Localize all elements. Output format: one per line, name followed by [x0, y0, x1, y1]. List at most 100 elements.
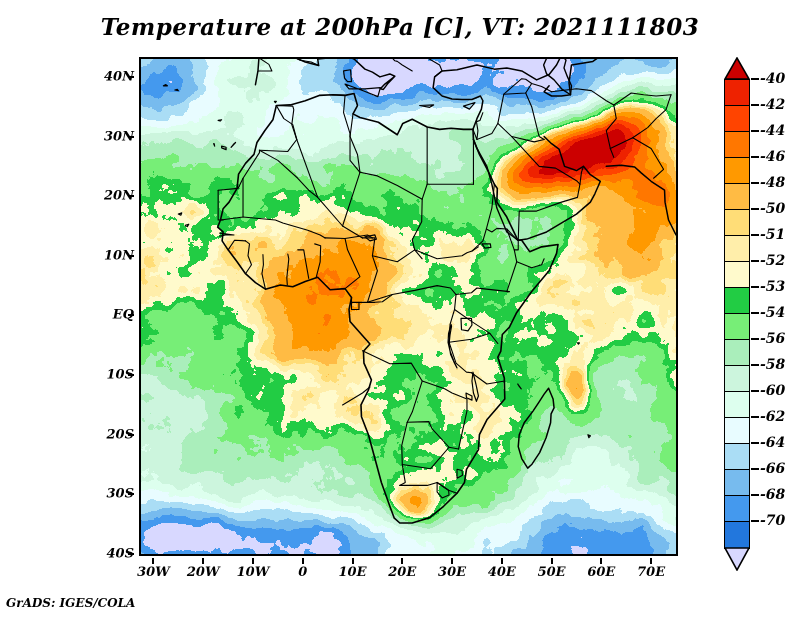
- colorbar-swatch--60[interactable]: [724, 391, 750, 419]
- lon-tick-mark: [600, 558, 603, 564]
- lat-tick-mark: [128, 374, 134, 377]
- lon-tick-mark: [401, 558, 404, 564]
- colorbar-swatch--66[interactable]: [724, 469, 750, 497]
- colorbar-tick-mark: [751, 286, 759, 288]
- colorbar-swatch--56[interactable]: [724, 339, 750, 367]
- colorbar-swatch--58[interactable]: [724, 365, 750, 393]
- lat-tick-mark: [128, 254, 134, 257]
- lon-tick-mark: [650, 558, 653, 564]
- colorbar-label--48: -48: [760, 175, 786, 191]
- colorbar-label--62: -62: [760, 409, 786, 425]
- lon-tick-label-30W: 30W: [137, 565, 170, 580]
- colorbar-extend-min-arrow: [723, 547, 751, 572]
- lon-tick-mark: [251, 558, 254, 564]
- lon-tick-mark: [451, 558, 454, 564]
- colorbar-tick-mark: [751, 520, 759, 522]
- lat-tick-label-10N: 10N: [104, 248, 134, 264]
- lon-tick-label-10E: 10E: [338, 565, 367, 580]
- colorbar-swatch--62[interactable]: [724, 417, 750, 445]
- colorbar-tick-mark: [751, 234, 759, 236]
- colorbar-swatch--40[interactable]: [724, 79, 750, 107]
- colorbar-tick-mark: [751, 494, 759, 496]
- colorbar-tick-mark: [751, 78, 759, 80]
- colorbar-tick-mark: [751, 156, 759, 158]
- lat-tick-label-40S: 40S: [106, 546, 134, 562]
- colorbar-swatch--52[interactable]: [724, 261, 750, 289]
- colorbar-swatch--44[interactable]: [724, 131, 750, 159]
- colorbar-label--70: -70: [760, 513, 786, 529]
- colorbar-label--44: -44: [760, 123, 786, 139]
- colorbar-swatch--51[interactable]: [724, 235, 750, 263]
- lon-tick-mark: [152, 558, 155, 564]
- colorbar-swatch--68[interactable]: [724, 495, 750, 523]
- lon-tick-label-70E: 70E: [637, 565, 666, 580]
- colorbar-label--51: -51: [760, 227, 786, 243]
- temperature-field-canvas: [141, 59, 676, 554]
- lon-tick-label-50E: 50E: [537, 565, 566, 580]
- colorbar-label--42: -42: [760, 97, 786, 113]
- colorbar-swatch--48[interactable]: [724, 183, 750, 211]
- colorbar-label--56: -56: [760, 331, 786, 347]
- colorbar-label--68: -68: [760, 487, 786, 503]
- colorbar-tick-mark: [751, 312, 759, 314]
- colorbar-extend-max-arrow: [723, 56, 751, 80]
- lat-tick-label-10S: 10S: [106, 367, 134, 383]
- lat-tick-label-20S: 20S: [106, 427, 134, 443]
- lon-tick-label-10W: 10W: [236, 565, 270, 580]
- colorbar-label--52: -52: [760, 253, 786, 269]
- lon-tick-label-30E: 30E: [438, 565, 467, 580]
- colorbar-label--53: -53: [760, 279, 786, 295]
- colorbar-tick-mark: [751, 104, 759, 106]
- longitude-axis: 30W 20W 10W 0 10E 20E 30E 40E 50E 60E 70E: [137, 558, 678, 582]
- colorbar-tick-mark: [751, 130, 759, 132]
- colorbar-label--50: -50: [760, 201, 786, 217]
- colorbar-label--40: -40: [760, 71, 786, 87]
- lon-tick-mark: [202, 558, 205, 564]
- lon-tick-mark: [351, 558, 354, 564]
- colorbar-label--58: -58: [760, 357, 786, 373]
- colorbar-swatch--54[interactable]: [724, 313, 750, 341]
- lat-tick-mark: [128, 195, 134, 198]
- colorbar-tick-mark: [751, 390, 759, 392]
- colorbar-label--66: -66: [760, 461, 786, 477]
- lon-tick-mark: [500, 558, 503, 564]
- colorbar-label--60: -60: [760, 383, 786, 399]
- colorbar-tick-mark: [751, 416, 759, 418]
- latitude-axis: 40N 30N 20N 10N EQ 10S 20S 30S 40S: [98, 57, 134, 562]
- page-title: Temperature at 200hPa [C], VT: 202111180…: [100, 14, 700, 41]
- colorbar-swatch--50[interactable]: [724, 209, 750, 237]
- lon-tick-mark: [301, 558, 304, 564]
- lon-tick-label-40E: 40E: [487, 565, 516, 580]
- lon-tick-label-60E: 60E: [587, 565, 616, 580]
- lon-tick-label-0: 0: [298, 565, 308, 580]
- colorbar-swatch--46[interactable]: [724, 157, 750, 185]
- colorbar-tick-mark: [751, 442, 759, 444]
- colorbar[interactable]: -40 -42 -44 -46 -48 -50 -51 -52 -53 -54 -56 -58 -60 -…: [723, 56, 800, 577]
- colorbar-tick-mark: [751, 260, 759, 262]
- colorbar-tick-mark: [751, 208, 759, 210]
- colorbar-label--54: -54: [760, 305, 786, 321]
- lon-tick-label-20E: 20E: [388, 565, 417, 580]
- map-plot-area[interactable]: [139, 57, 678, 556]
- colorbar-tick-mark: [751, 338, 759, 340]
- lat-tick-label-30N: 30N: [104, 129, 134, 145]
- lat-tick-mark: [128, 314, 134, 317]
- lat-tick-mark: [128, 75, 134, 78]
- lon-tick-label-20W: 20W: [186, 565, 220, 580]
- colorbar-swatch--42[interactable]: [724, 105, 750, 133]
- lat-tick-mark: [128, 553, 134, 555]
- lon-tick-mark: [550, 558, 553, 564]
- lat-tick-label-30S: 30S: [106, 486, 134, 502]
- colorbar-tick-mark: [751, 182, 759, 184]
- lat-tick-label-EQ: EQ: [112, 307, 134, 323]
- colorbar-label--46: -46: [760, 149, 786, 165]
- lat-tick-mark: [128, 433, 134, 436]
- footer-credit: GrADS: IGES/COLA: [6, 596, 136, 610]
- lat-tick-mark: [128, 493, 134, 496]
- colorbar-swatch--53[interactable]: [724, 287, 750, 315]
- colorbar-tick-mark: [751, 468, 759, 470]
- colorbar-tick-mark: [751, 364, 759, 366]
- colorbar-swatch--64[interactable]: [724, 443, 750, 471]
- lat-tick-mark: [128, 135, 134, 138]
- colorbar-swatch--70[interactable]: [724, 521, 750, 549]
